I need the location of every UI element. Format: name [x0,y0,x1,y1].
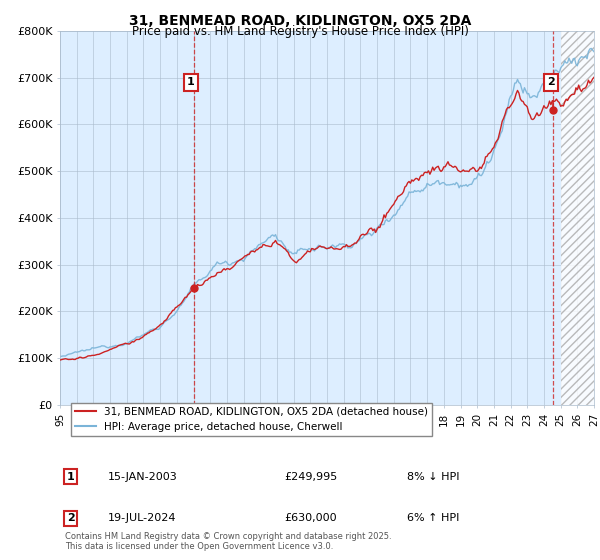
Text: 1: 1 [187,77,195,87]
Text: Contains HM Land Registry data © Crown copyright and database right 2025.
This d: Contains HM Land Registry data © Crown c… [65,532,392,552]
Text: 31, BENMEAD ROAD, KIDLINGTON, OX5 2DA: 31, BENMEAD ROAD, KIDLINGTON, OX5 2DA [129,14,471,28]
Legend: 31, BENMEAD ROAD, KIDLINGTON, OX5 2DA (detached house), HPI: Average price, deta: 31, BENMEAD ROAD, KIDLINGTON, OX5 2DA (d… [71,403,432,436]
Text: Price paid vs. HM Land Registry's House Price Index (HPI): Price paid vs. HM Land Registry's House … [131,25,469,38]
Text: 1: 1 [67,472,74,482]
Text: 15-JAN-2003: 15-JAN-2003 [108,472,178,482]
Text: £249,995: £249,995 [284,472,338,482]
Text: 8% ↓ HPI: 8% ↓ HPI [407,472,460,482]
Text: £630,000: £630,000 [284,514,337,524]
Text: 2: 2 [547,77,555,87]
Text: 19-JUL-2024: 19-JUL-2024 [108,514,176,524]
Text: 2: 2 [67,514,74,524]
Text: 6% ↑ HPI: 6% ↑ HPI [407,514,460,524]
